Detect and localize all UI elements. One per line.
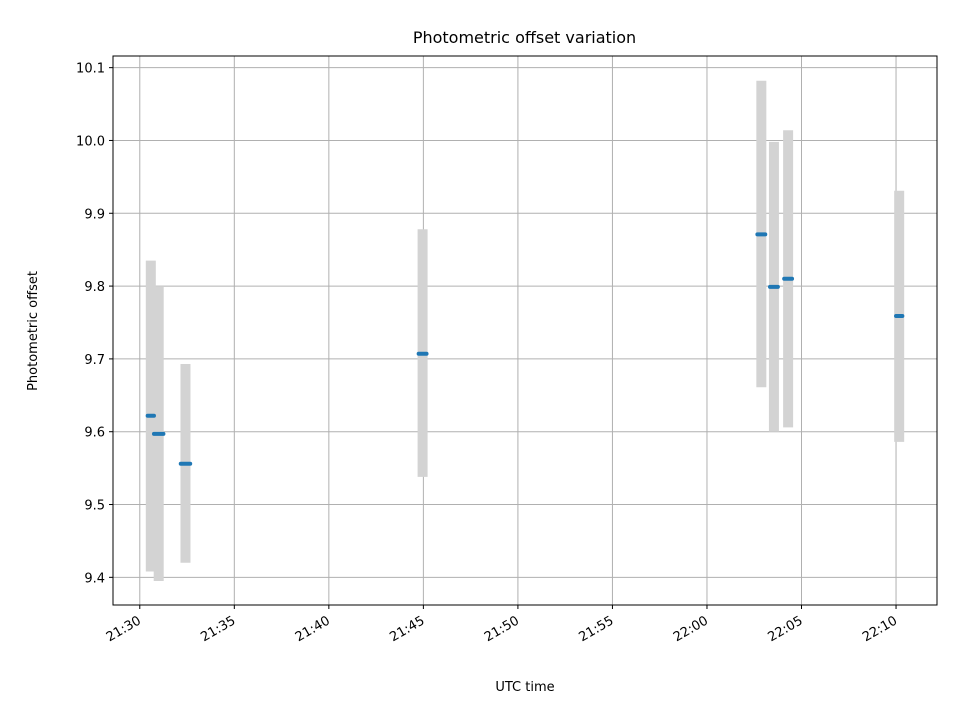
x-tick-label: 22:00: [671, 613, 711, 645]
y-tick-label: 10.1: [76, 62, 105, 77]
y-axis-label: Photometric offset: [26, 271, 41, 391]
grid-layer: [113, 56, 937, 605]
y-tick-label: 9.9: [84, 207, 105, 222]
x-tick-label: 21:35: [198, 613, 238, 645]
chart-title: Photometric offset variation: [413, 28, 636, 47]
data-points: [145, 232, 905, 466]
x-tick-label: 21:40: [293, 613, 333, 645]
x-tick-label: 21:30: [104, 613, 144, 645]
plot-frame: [112, 55, 938, 606]
x-axis-label: UTC time: [495, 680, 554, 695]
x-tick-label: 21:50: [482, 613, 522, 645]
y-tick-label: 10.0: [76, 134, 105, 149]
x-tick-label: 22:10: [860, 613, 900, 645]
y-tick-label: 9.8: [84, 280, 105, 295]
y-tick-label: 9.7: [84, 353, 105, 368]
y-tick-label: 9.4: [84, 571, 105, 586]
y-tick-label: 9.6: [84, 426, 105, 441]
x-tick-label: 21:45: [387, 613, 427, 645]
x-tick-label: 22:05: [766, 613, 806, 645]
error-bars: [145, 80, 905, 581]
y-tick-label: 9.5: [84, 499, 105, 514]
x-tick-label: 21:55: [576, 613, 616, 645]
